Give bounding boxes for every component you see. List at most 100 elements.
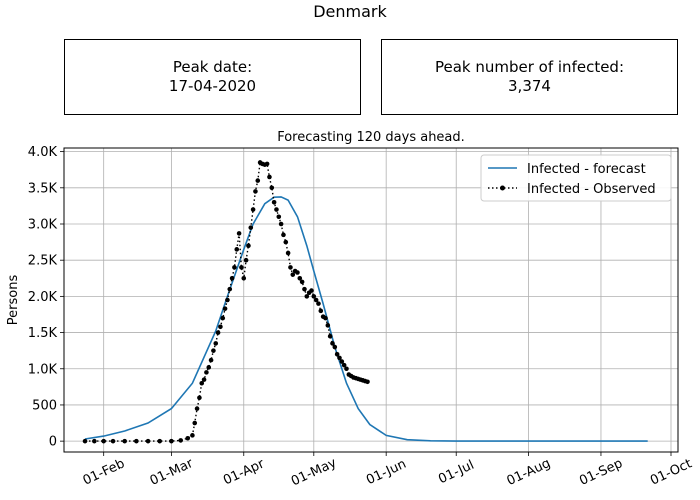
observed-point bbox=[297, 275, 303, 281]
observed-point bbox=[327, 333, 333, 339]
observed-point bbox=[276, 214, 282, 220]
chart-title-country: Denmark bbox=[313, 2, 387, 21]
plot-frame bbox=[63, 147, 679, 453]
observed-point bbox=[185, 435, 191, 441]
observed-point bbox=[341, 362, 347, 368]
peak-date-label: Peak date: bbox=[172, 58, 253, 76]
observed-point bbox=[344, 366, 349, 372]
observed-point bbox=[234, 247, 240, 252]
observed-point bbox=[248, 225, 254, 230]
observed-point bbox=[215, 330, 221, 335]
observed-point bbox=[255, 178, 261, 183]
legend-forecast-label: Infected - forecast bbox=[527, 162, 646, 177]
observed-point bbox=[330, 341, 335, 346]
observed-point bbox=[334, 351, 340, 357]
observed-point bbox=[178, 438, 184, 443]
x-tick-label: 01-Mar bbox=[148, 456, 196, 489]
observed-point bbox=[283, 239, 289, 245]
observed-point bbox=[271, 199, 277, 205]
observed-point bbox=[208, 357, 214, 363]
peak-date-box: Peak date: 17-04-2020 bbox=[64, 39, 361, 115]
observed-point bbox=[332, 344, 338, 350]
observed-point bbox=[92, 438, 97, 444]
observed-point bbox=[197, 395, 202, 401]
observed-point bbox=[253, 189, 258, 194]
observed-point bbox=[134, 438, 139, 444]
observed-point bbox=[218, 324, 223, 330]
observed-point bbox=[365, 379, 370, 385]
y-tick-label: 2.0K bbox=[28, 290, 58, 305]
x-tick-label: 01-Jun bbox=[364, 457, 409, 488]
observed-point bbox=[169, 438, 174, 444]
y-tick-label: 500 bbox=[32, 398, 57, 413]
observed-point bbox=[101, 438, 106, 444]
observed-point bbox=[337, 355, 342, 361]
legend-observed-label: Infected - Observed bbox=[527, 182, 656, 197]
x-tick-label: 01-Sep bbox=[577, 456, 625, 489]
chart-subtitle: Forecasting 120 days ahead. bbox=[277, 130, 465, 145]
peak-infected-label: Peak number of infected: bbox=[434, 58, 625, 76]
peak-infected-box: Peak number of infected: 3,374 bbox=[381, 39, 678, 115]
y-tick-label: 0 bbox=[49, 435, 57, 450]
observed-point bbox=[316, 301, 321, 306]
observed-point bbox=[309, 288, 314, 293]
observed-point bbox=[295, 270, 300, 275]
forecast-line bbox=[84, 196, 648, 442]
y-tick-label: 2.5K bbox=[28, 254, 58, 269]
observed-point bbox=[311, 294, 317, 299]
observed-point bbox=[122, 438, 127, 444]
observed-point bbox=[110, 438, 116, 444]
observed-point bbox=[157, 438, 163, 444]
observed-point bbox=[232, 265, 237, 270]
observed-point bbox=[220, 315, 226, 321]
observed-point bbox=[323, 315, 328, 321]
observed-point bbox=[241, 275, 247, 281]
observed-point bbox=[225, 297, 230, 303]
peak-infected-value: 3,374 bbox=[508, 77, 551, 95]
observed-point bbox=[288, 265, 293, 270]
y-tick-label: 3.5K bbox=[28, 181, 58, 196]
legend-box bbox=[480, 154, 672, 202]
observed-point bbox=[229, 275, 235, 281]
observed-point bbox=[204, 370, 209, 375]
y-tick-label: 3.0K bbox=[28, 218, 58, 233]
observed-point bbox=[206, 365, 212, 370]
y-tick-label: 1.5K bbox=[28, 326, 58, 341]
observed-point bbox=[302, 286, 307, 292]
x-tick-label: 01-Apr bbox=[221, 456, 267, 488]
x-tick-label: 01-Oct bbox=[648, 456, 694, 488]
y-tick-label: 1.0K bbox=[28, 362, 58, 377]
observed-point bbox=[278, 221, 284, 227]
x-tick-label: 01-May bbox=[289, 455, 339, 489]
observed-point bbox=[192, 420, 198, 426]
observed-point bbox=[281, 232, 286, 238]
y-axis-label: Persons bbox=[6, 275, 21, 326]
observed-point bbox=[290, 272, 296, 277]
observed-point bbox=[299, 279, 305, 285]
observed-point bbox=[264, 161, 270, 167]
observed-point bbox=[304, 294, 310, 299]
observed-point bbox=[318, 308, 324, 314]
peak-date-value: 17-04-2020 bbox=[168, 77, 257, 95]
legend-observed-marker bbox=[500, 185, 505, 191]
observed-point bbox=[199, 380, 205, 386]
observed-point bbox=[274, 207, 279, 212]
observed-point bbox=[227, 286, 233, 292]
observed-point bbox=[267, 174, 272, 180]
observed-point bbox=[285, 250, 291, 256]
observed-point bbox=[339, 359, 345, 364]
observed-point bbox=[211, 348, 216, 353]
x-tick-label: 01-Feb bbox=[81, 456, 127, 488]
observed-point bbox=[190, 433, 195, 438]
observed-point bbox=[82, 438, 88, 444]
observed-point bbox=[201, 377, 207, 382]
observed-point bbox=[243, 257, 249, 263]
observed-point bbox=[246, 243, 251, 249]
y-tick-label: 4.0K bbox=[28, 145, 58, 160]
observed-point bbox=[250, 207, 256, 212]
x-tick-label: 01-Aug bbox=[505, 456, 553, 489]
observed-point bbox=[213, 341, 219, 346]
observed-point bbox=[239, 265, 244, 270]
observed-point bbox=[222, 306, 228, 311]
